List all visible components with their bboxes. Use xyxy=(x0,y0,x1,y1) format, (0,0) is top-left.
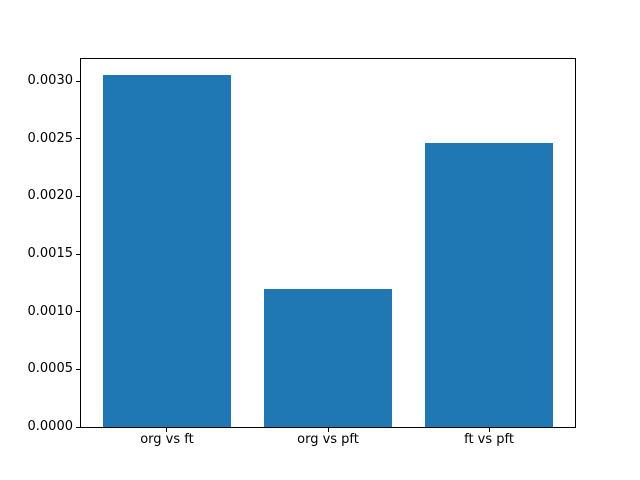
y-tick-label: 0.0030 xyxy=(27,73,74,89)
y-tick-label: 0.0010 xyxy=(27,303,74,319)
y-tick-label: 0.0000 xyxy=(27,419,74,434)
y-tick-mark xyxy=(76,253,80,255)
x-tick-label: ft vs pft xyxy=(464,432,514,447)
x-tick-mark xyxy=(488,428,490,432)
y-tick-label: 0.0020 xyxy=(27,188,74,204)
bar xyxy=(102,75,232,427)
x-tick-mark xyxy=(327,428,329,432)
y-tick-mark xyxy=(76,426,80,428)
bar xyxy=(424,143,554,427)
y-tick-mark xyxy=(76,80,80,82)
y-tick-mark xyxy=(76,138,80,140)
x-tick-label: org vs pft xyxy=(297,432,359,447)
y-tick-label: 0.0025 xyxy=(27,130,74,146)
y-tick-mark xyxy=(76,311,80,313)
y-tick-mark xyxy=(76,195,80,197)
y-tick-label: 0.0005 xyxy=(27,361,74,377)
y-tick-label: 0.0015 xyxy=(27,246,74,262)
x-tick-label: org vs ft xyxy=(140,432,194,447)
bar xyxy=(263,288,393,427)
x-tick-mark xyxy=(166,428,168,432)
y-tick-mark xyxy=(76,368,80,370)
